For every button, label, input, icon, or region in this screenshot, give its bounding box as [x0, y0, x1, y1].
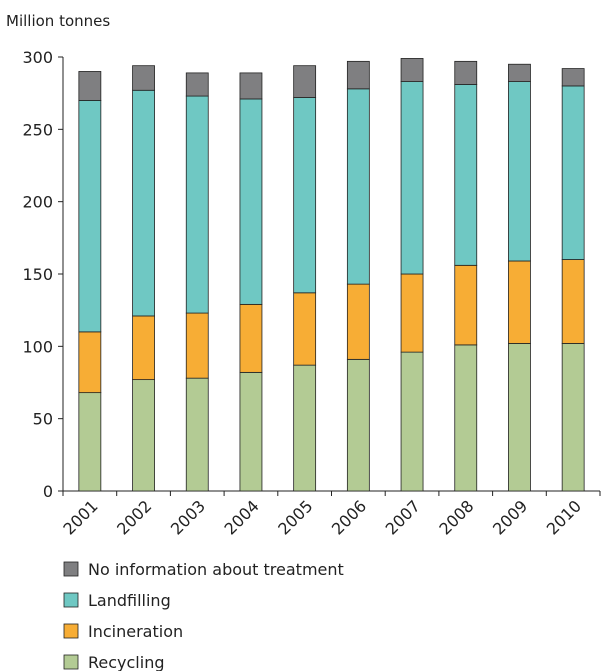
bar-segment-landfilling — [78, 100, 102, 333]
x-tick-label: 2003 — [167, 496, 209, 538]
bar-segment-no-information-about-treatment — [239, 72, 263, 100]
x-tick-label: 2006 — [328, 496, 370, 538]
bar-segment-landfilling — [239, 98, 263, 305]
bar-stack-2008 — [454, 60, 478, 492]
bar-segment-recycling — [346, 358, 370, 492]
bar-segment-incineration — [561, 259, 585, 344]
bar-segment-no-information-about-treatment — [346, 60, 370, 90]
bar-segment-recycling — [185, 377, 209, 492]
bar-stack-2010 — [561, 68, 585, 492]
bar-segment-incineration — [346, 283, 370, 360]
legend-item: Incineration — [63, 622, 183, 641]
legend-swatch — [63, 654, 79, 670]
plot-area: 0 50 100 150 200 250 300 2001 2002 2003 2004 2005 20… — [22, 48, 601, 539]
legend: No information about treatment Landfillin… — [63, 560, 344, 671]
bar-segment-no-information-about-treatment — [400, 58, 424, 82]
x-tick-label: 2002 — [113, 496, 155, 538]
bar-stack-2007 — [400, 58, 424, 492]
legend-swatch — [63, 561, 79, 577]
bar-segment-no-information-about-treatment — [78, 71, 102, 101]
bar-stack-2004 — [239, 72, 263, 492]
bar-segment-landfilling — [400, 81, 424, 275]
x-tick-label: 2004 — [221, 496, 263, 538]
bar-segment-recycling — [454, 344, 478, 492]
legend-swatch — [63, 623, 79, 639]
bar-segment-landfilling — [132, 89, 155, 317]
bar-stack-2002 — [132, 65, 155, 492]
bar-segment-no-information-about-treatment — [293, 65, 317, 98]
bar-segment-no-information-about-treatment — [454, 60, 478, 85]
bar-segment-incineration — [454, 264, 478, 346]
bar-segment-landfilling — [293, 97, 317, 294]
bar-segment-recycling — [508, 343, 531, 492]
legend-label: No information about treatment — [88, 560, 344, 579]
bar-segment-landfilling — [561, 85, 585, 260]
bar-segment-landfilling — [346, 88, 370, 285]
bar-segment-incineration — [185, 312, 209, 379]
legend-item: No information about treatment — [63, 560, 344, 579]
bar-segment-incineration — [293, 292, 317, 366]
bar-stack-2005 — [293, 65, 317, 492]
legend-item: Recycling — [63, 653, 165, 671]
bar-segment-recycling — [239, 371, 263, 492]
bar-segment-no-information-about-treatment — [185, 72, 209, 97]
x-tick-label: 2005 — [274, 496, 316, 538]
bar-segment-no-information-about-treatment — [508, 63, 531, 82]
bar-segment-incineration — [132, 315, 155, 381]
bar-stack-2003 — [185, 72, 209, 492]
legend-label: Landfilling — [88, 591, 171, 610]
bar-segment-recycling — [400, 351, 424, 492]
bar-stack-2006 — [346, 60, 370, 492]
bar-segment-incineration — [508, 260, 531, 344]
bar-segment-recycling — [78, 392, 102, 492]
y-axis-label: Million tonnes — [6, 12, 110, 30]
y-tick-label: 0 — [43, 482, 53, 501]
bar-stack-2009 — [508, 63, 531, 492]
y-tick-label: 250 — [22, 120, 53, 139]
bar-segment-recycling — [132, 379, 155, 492]
y-tick-label: 100 — [22, 337, 53, 356]
bar-segment-incineration — [78, 331, 102, 394]
legend-label: Incineration — [88, 622, 183, 641]
bar-segment-incineration — [400, 273, 424, 353]
legend-item: Landfilling — [63, 591, 171, 610]
x-tick-label: 2001 — [59, 496, 101, 538]
x-tick-label: 2007 — [382, 496, 424, 538]
y-tick-label: 200 — [22, 193, 53, 212]
bar-segment-recycling — [561, 343, 585, 492]
bar-stack-2001 — [78, 71, 102, 492]
x-tick-label: 2010 — [543, 496, 585, 538]
bar-segment-recycling — [293, 364, 317, 492]
bar-segment-no-information-about-treatment — [561, 68, 585, 87]
bar-segment-landfilling — [454, 84, 478, 266]
bar-segment-no-information-about-treatment — [132, 65, 155, 91]
x-tick-label: 2009 — [489, 496, 531, 538]
y-tick-label: 150 — [22, 265, 53, 284]
y-tick-label: 300 — [22, 48, 53, 67]
bar-segment-incineration — [239, 303, 263, 373]
legend-swatch — [63, 592, 79, 608]
bar-segment-landfilling — [508, 81, 531, 262]
bar-segment-landfilling — [185, 95, 209, 314]
y-tick-label: 50 — [33, 410, 53, 429]
legend-label: Recycling — [88, 653, 165, 671]
x-tick-label: 2008 — [435, 496, 477, 538]
